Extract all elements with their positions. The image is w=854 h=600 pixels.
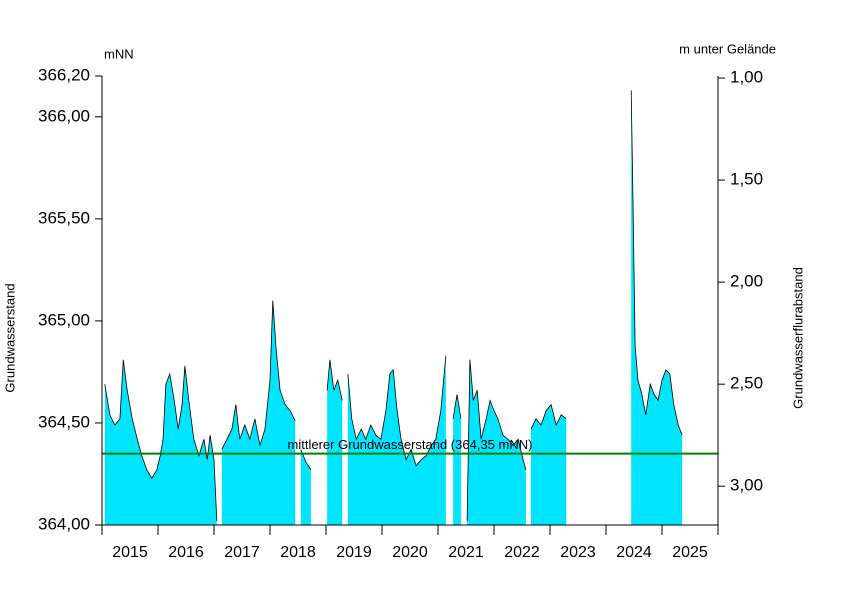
x-tick-label: 2016	[168, 544, 204, 561]
y2-axis-label: Grundwasserflurabstand	[790, 267, 805, 409]
x-tick-label: 2021	[448, 544, 484, 561]
x-tick-label: 2024	[616, 544, 652, 561]
area-fill	[467, 359, 526, 525]
y2-tick-label: 2,50	[730, 374, 763, 393]
y2-unit: m unter Gelände	[679, 41, 776, 56]
area-fill	[347, 355, 446, 525]
y2-tick-label: 1,50	[730, 170, 763, 189]
y-tick-label: 366,20	[38, 65, 90, 84]
area-fill	[221, 300, 296, 525]
x-tick-label: 2022	[504, 544, 540, 561]
y-tick-label: 365,00	[38, 310, 90, 329]
area-fill	[530, 404, 567, 525]
y-axis-label: Grundwasserstand	[2, 283, 17, 392]
y2-tick-label: 2,00	[730, 272, 763, 291]
y-unit: mNN	[104, 46, 134, 61]
y-tick-label: 366,00	[38, 106, 90, 125]
plot-area	[104, 90, 683, 525]
area-fill	[631, 90, 683, 525]
y2-tick-label: 1,00	[730, 68, 763, 87]
x-tick-label: 2025	[672, 544, 708, 561]
x-tick-label: 2020	[392, 544, 428, 561]
mean-label: mittlerer Grundwasserstand (364,35 mNN)	[288, 437, 533, 452]
area-fill	[327, 359, 343, 525]
y-tick-label: 364,00	[38, 514, 90, 533]
area-fill	[453, 394, 461, 525]
y2-tick-label: 3,00	[730, 476, 763, 495]
x-tick-label: 2017	[224, 544, 260, 561]
area-fill	[300, 449, 311, 525]
series-line	[104, 90, 683, 521]
x-tick-label: 2023	[560, 544, 596, 561]
y-tick-label: 365,50	[38, 208, 90, 227]
x-tick-label: 2019	[336, 544, 372, 561]
x-tick-label: 2015	[112, 544, 148, 561]
x-tick-label: 2018	[280, 544, 316, 561]
y-tick-label: 364,50	[38, 412, 90, 431]
